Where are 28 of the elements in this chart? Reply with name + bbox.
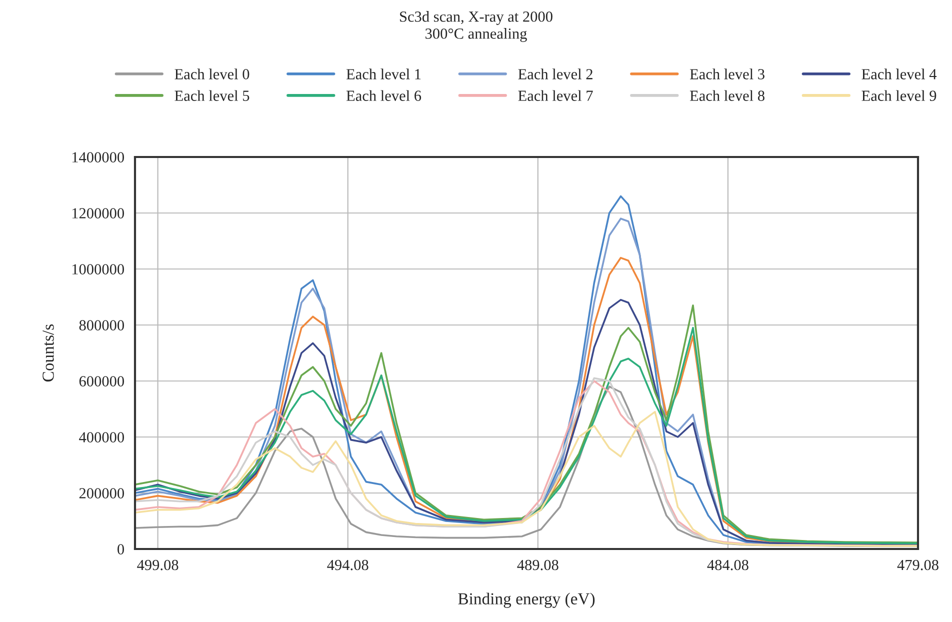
- y-tick-label: 1200000: [72, 208, 124, 218]
- chart-title: Sc3d scan, X-ray at 2000: [400, 11, 552, 25]
- legend-label: Each level 7: [518, 90, 593, 101]
- y-tick-label: 1000000: [72, 264, 124, 274]
- legend-label: Each level 5: [174, 90, 250, 101]
- legend-label: Each level 6: [346, 90, 422, 101]
- x-axis-title: Binding energy (eV): [458, 592, 595, 608]
- y-tick-label: 600000: [79, 376, 124, 386]
- legend-label: Each level 1: [346, 68, 421, 80]
- y-tick-label: 800000: [79, 320, 124, 330]
- x-tick-label: 499.08: [137, 560, 178, 570]
- y-tick-label: 1400000: [72, 152, 124, 162]
- y-axis-title: Counts/s: [42, 324, 54, 382]
- legend-label: Each level 4: [862, 68, 937, 80]
- x-tick-label: 484.08: [707, 560, 748, 570]
- x-tick-label: 489.08: [517, 560, 558, 570]
- legend-label: Each level 8: [690, 90, 764, 101]
- y-tick-label: 400000: [79, 432, 124, 442]
- chart-subtitle: 300°C annealing: [426, 28, 527, 42]
- y-tick-label: 0: [118, 544, 124, 554]
- legend-label: Each level 9: [862, 90, 936, 101]
- line-series: [135, 410, 918, 547]
- x-tick-label: 479.08: [897, 560, 938, 570]
- legend-label: Each level 2: [518, 68, 592, 80]
- x-tick-label: 494.08: [327, 560, 368, 570]
- y-tick-label: 200000: [79, 488, 124, 498]
- legend-label: Each level 0: [174, 68, 250, 80]
- legend-label: Each level 3: [690, 68, 764, 80]
